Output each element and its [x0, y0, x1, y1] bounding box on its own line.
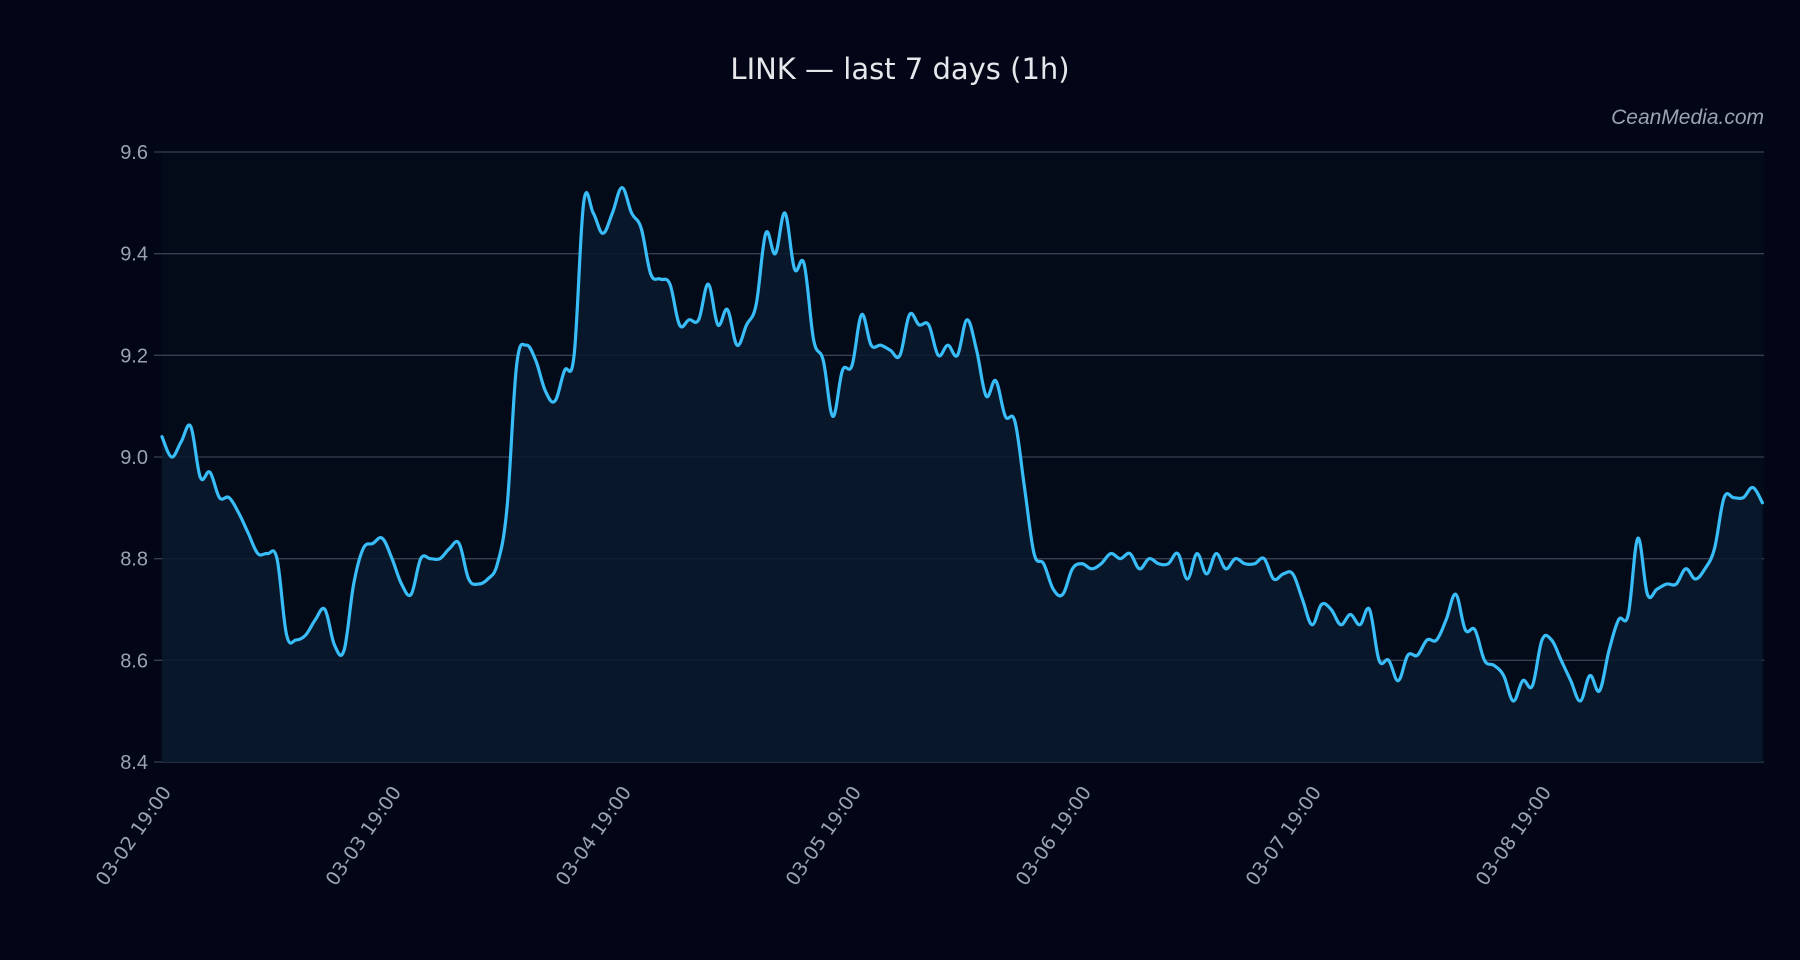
- y-tick-label: 8.4: [120, 752, 148, 774]
- price-area-fill: [162, 187, 1763, 763]
- y-tick-label: 9.6: [120, 142, 148, 164]
- watermark: CeanMedia.com: [1611, 106, 1764, 129]
- chart-title: LINK — last 7 days (1h): [730, 52, 1070, 86]
- y-tick-label: 8.6: [120, 650, 148, 672]
- y-tick-label: 9.2: [120, 345, 148, 367]
- y-axis: 8.4 8.6 8.8 9.0 9.2 9.4 9.6: [120, 142, 148, 774]
- y-tick-label: 9.0: [120, 447, 148, 469]
- price-line: [160, 185, 1765, 703]
- y-tick-label: 9.4: [120, 244, 148, 266]
- y-tick-label: 8.8: [120, 549, 148, 571]
